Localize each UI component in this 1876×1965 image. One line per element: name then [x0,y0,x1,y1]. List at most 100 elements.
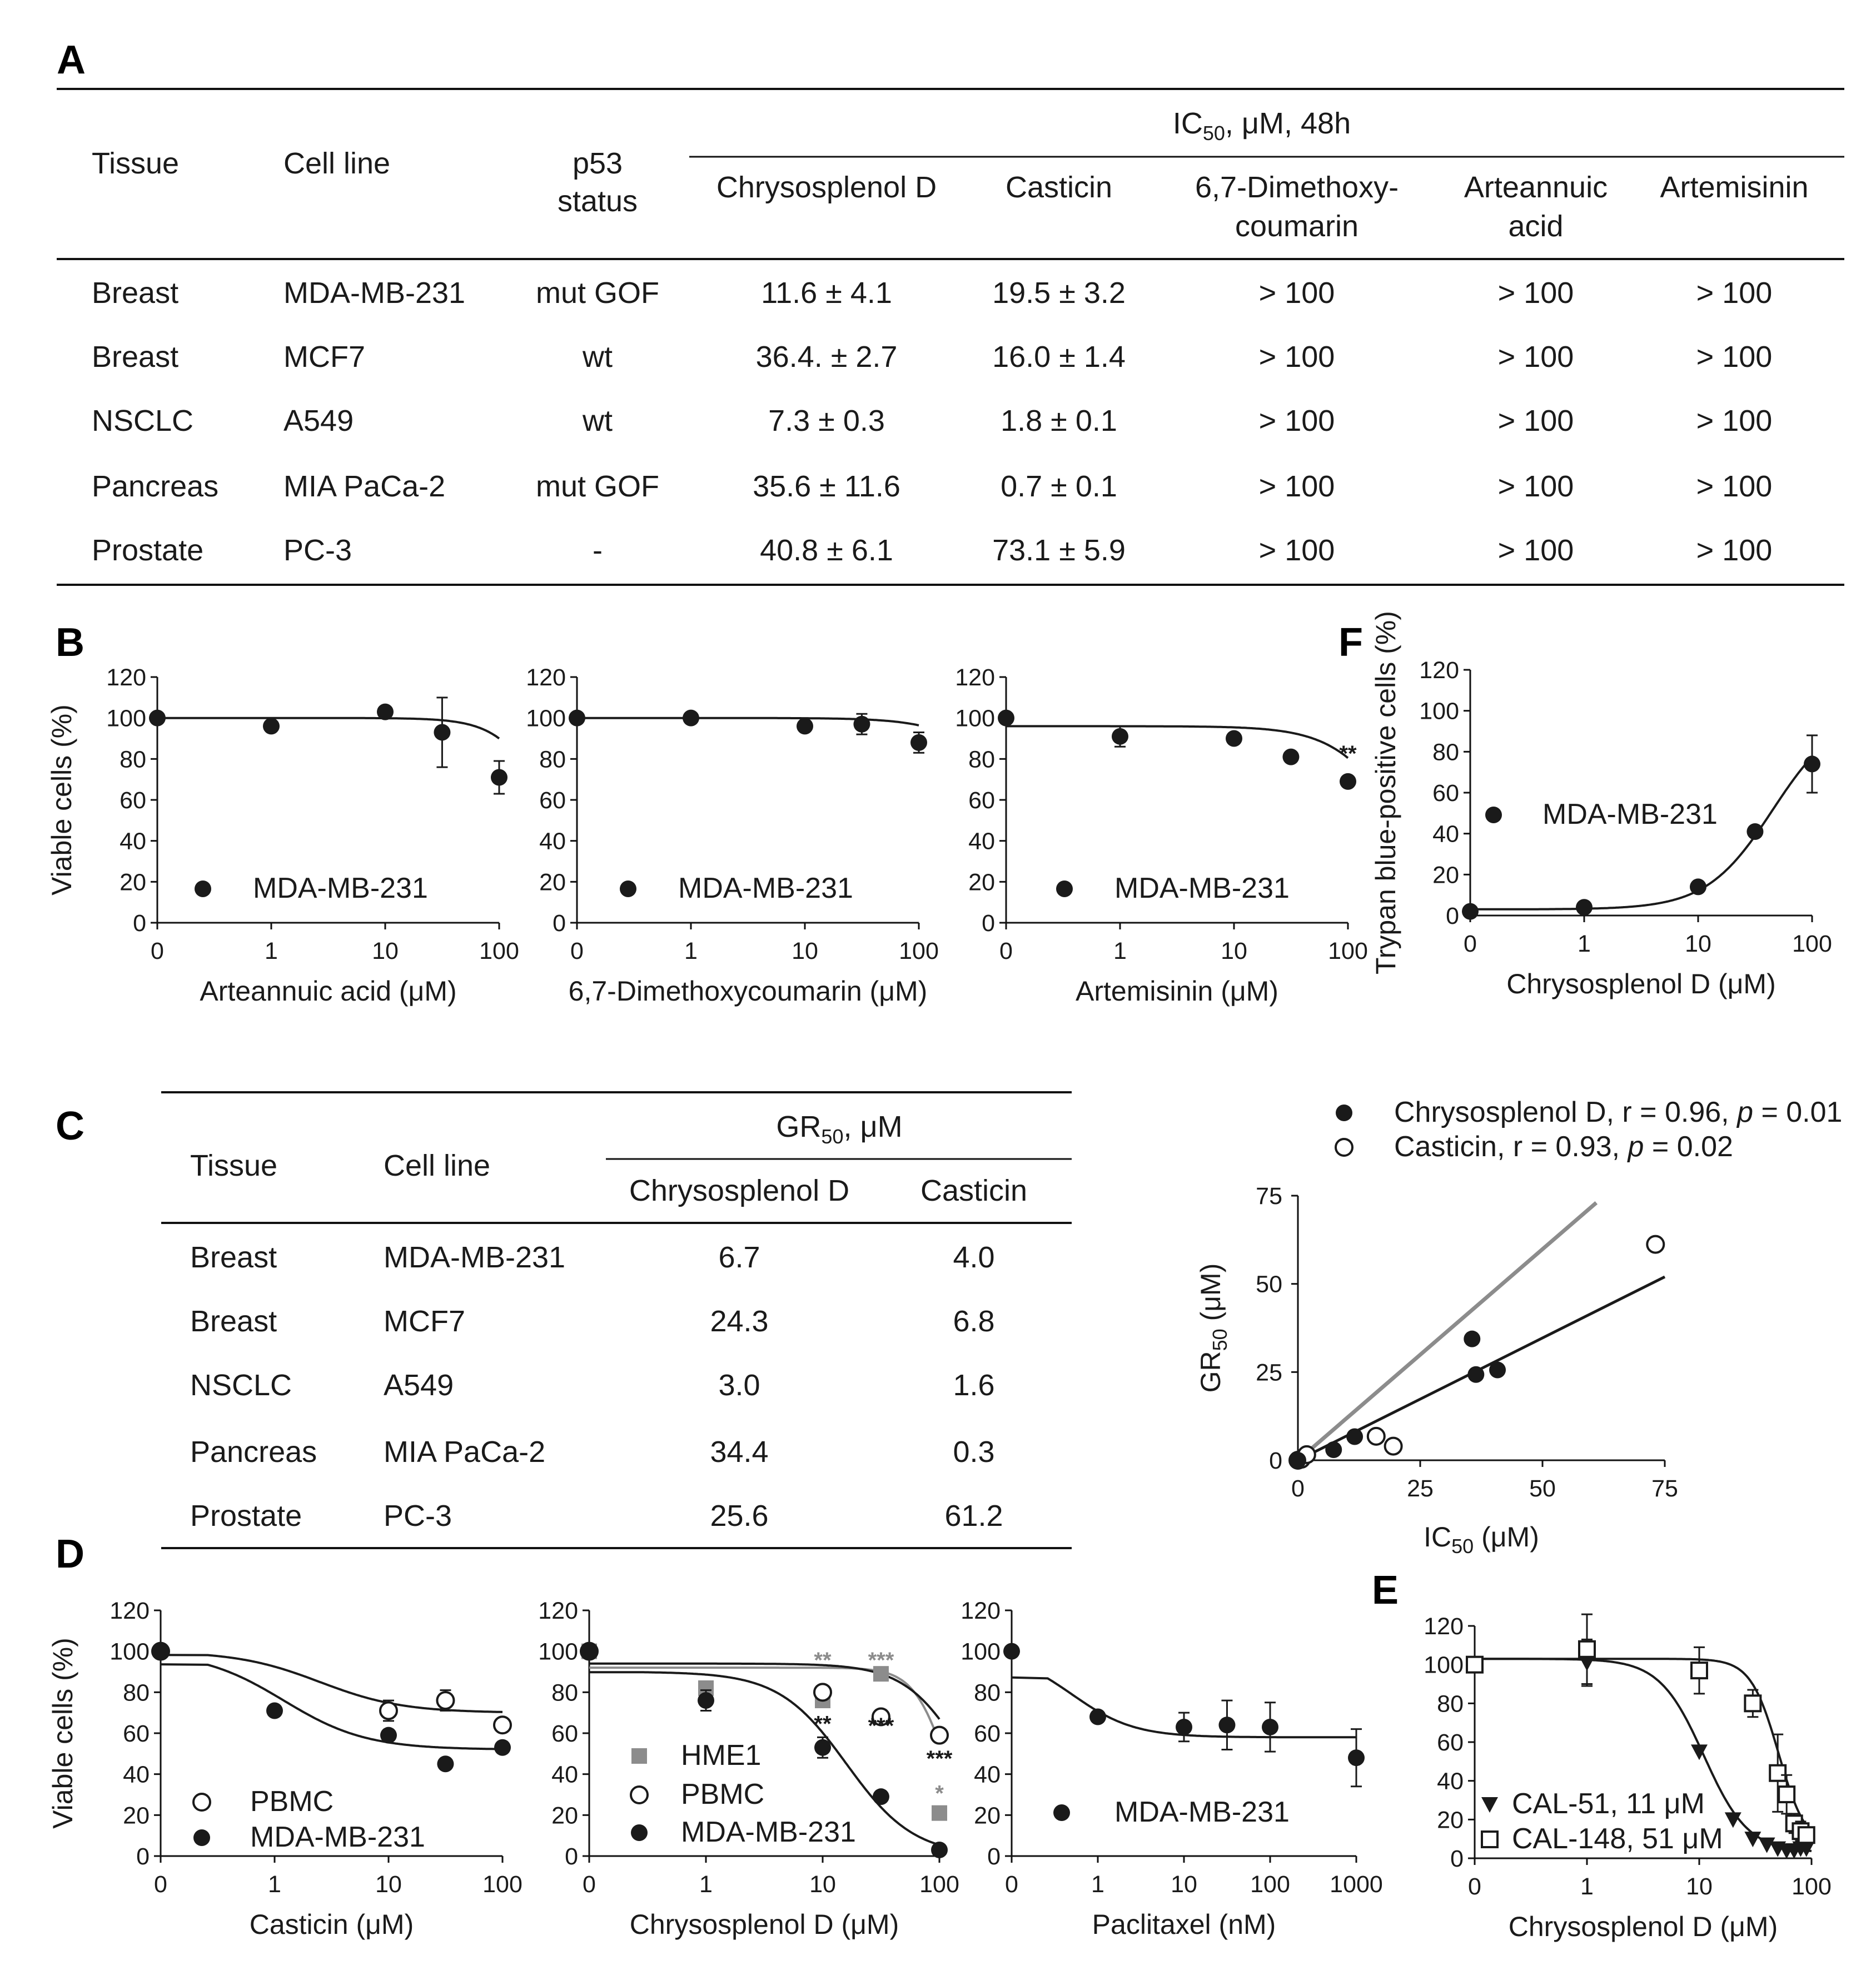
y-tick-label: 100 [106,705,146,732]
table-c-cell-value: 6.8 [953,1305,994,1338]
table-c-cell-tissue: NSCLC [190,1369,292,1402]
data-point [1348,1749,1365,1767]
x-tick-label: 100 [1792,931,1832,957]
data-point [910,734,927,751]
data-point [1646,1235,1665,1254]
data-point [193,1829,210,1846]
data-point [1481,1830,1499,1848]
data-point [1466,1655,1484,1674]
x-tick-label: 1 [1091,1871,1104,1898]
data-point [1485,807,1502,823]
table-a-header-p53: p53 [573,147,623,180]
x-axis-label: IC50 (μM) [1424,1521,1539,1558]
table-a-cell-value: 11.6 ± 4.1 [761,276,892,310]
table-a-cell-value: 40.8 ± 6.1 [760,534,893,567]
y-tick-label: 20 [123,1802,150,1829]
y-tick-label: 20 [1437,1807,1464,1833]
y-tick-label: 60 [539,787,566,814]
data-point [873,1666,889,1682]
x-axis-label: 6,7-Dimethoxycoumarin (μM) [569,976,928,1007]
y-tick-label: 120 [538,1598,578,1624]
legend-label: HME1 [681,1739,761,1772]
data-point [698,1692,714,1709]
data-point [1262,1718,1278,1735]
x-tick-label: 25 [1407,1475,1434,1502]
legend-label: CAL-51, 11 μM [1512,1788,1705,1820]
data-point [1384,1436,1403,1456]
y-tick-label: 120 [961,1598,1001,1624]
table-c-cell-value: 4.0 [953,1241,994,1274]
table-a-group-header: IC50, μM, 48h [1173,107,1351,145]
panel-label-e: E [1372,1568,1399,1613]
y-tick-label: 80 [123,1679,150,1706]
data-point [266,1702,283,1719]
fit-curve [157,717,500,740]
table-a-cell-value: > 100 [1696,340,1773,374]
table-a-cell-value: > 100 [1259,276,1335,310]
table-c-group-header: GR50, μM [776,1110,902,1148]
table-c-cell-value: 24.3 [710,1305,768,1338]
y-tick-label: 0 [136,1843,150,1870]
data-point [1112,728,1128,745]
table-c-header-cell-line: Cell line [384,1149,490,1182]
y-tick-label: 0 [565,1843,578,1870]
x-tick-label: 1 [1578,931,1591,957]
chart-gr50-vs-ic50: 0 25 50 75 0 25 50 75 IC50 (μM) GR50 (μM) Chrysosp… [1195,1096,1842,1558]
chart-b-arteannuic-acid: 0 20 40 60 80 100 120 0 1 10 100 Arteannuic acid (μ… [46,664,519,1007]
y-tick-label: 100 [1424,1652,1464,1679]
table-a-cell-tissue: Prostate [92,534,203,567]
panel-label-c: C [56,1104,84,1148]
table-c-cell-value: 1.6 [953,1369,994,1402]
y-tick-label: 80 [1437,1690,1464,1717]
table-a-compound-header: Artemisinin [1660,171,1808,204]
data-point [569,709,585,727]
y-tick-label: 20 [974,1802,1001,1829]
data-point [1056,880,1073,897]
x-tick-label: 0 [583,1871,596,1898]
panel-label-d: D [56,1532,84,1576]
y-tick-label: 80 [551,1679,578,1706]
x-tick-label: 1 [1580,1873,1594,1900]
table-a-cell-value: > 100 [1696,534,1773,567]
table-a-compound-header: Casticin [1006,171,1112,204]
fit-curve [1475,1658,1813,1833]
table-a-cell-cell-line: MDA-MB-231 [283,276,465,310]
table-a-cell-cell-line: A549 [283,404,354,437]
table-a-cell-value: > 100 [1259,340,1335,374]
table-a-cell-value: > 100 [1498,276,1574,310]
x-tick-label: 1000 [1330,1871,1383,1898]
data-point [436,1691,455,1710]
table-c-header-chrysosplenol: Chrysosplenol D [629,1174,849,1207]
data-point [1467,1366,1485,1383]
y-tick-label: 120 [1419,657,1459,684]
data-point [1089,1708,1106,1725]
table-a-cell-value: > 100 [1498,470,1574,503]
x-tick-label: 0 [151,938,164,964]
data-point [1366,1426,1386,1446]
y-tick-label: 50 [1256,1271,1282,1298]
table-c: Tissue Cell line GR50, μM Chrysosplenol … [161,1091,1072,1549]
y-tick-label: 100 [961,1639,1001,1665]
legend-label: MDA-MB-231 [1542,798,1718,830]
chart-b-dimethoxycoumarin: 0 20 40 60 80 100 120 0 1 10 100 6,7-Dimethoxycouma… [526,664,939,1007]
y-tick-label: 80 [539,746,566,773]
x-axis-label: Chrysosplenol D (μM) [1506,968,1775,999]
data-point [493,1715,512,1735]
legend-label: MDA-MB-231 [1114,872,1290,904]
data-point [1462,903,1479,920]
data-point [630,1785,649,1804]
y-tick-label: 80 [968,746,995,773]
table-a-compound-header: acid [1508,210,1563,243]
data-point [491,769,507,786]
table-a-compound-header: Arteannuic [1464,171,1608,204]
y-tick-label: 60 [120,787,146,814]
table-c-cell-value: 34.4 [710,1435,768,1469]
data-point [1464,1330,1481,1347]
table-a-cell-value: 0.7 ± 0.1 [1001,470,1117,503]
y-tick-label: 120 [1424,1613,1464,1640]
legend-label: MDA-MB-231 [678,872,853,904]
y-tick-label: 80 [1432,739,1459,765]
y-tick-label: 40 [974,1762,1001,1788]
y-tick-label: 120 [955,664,995,691]
data-point [149,709,166,727]
